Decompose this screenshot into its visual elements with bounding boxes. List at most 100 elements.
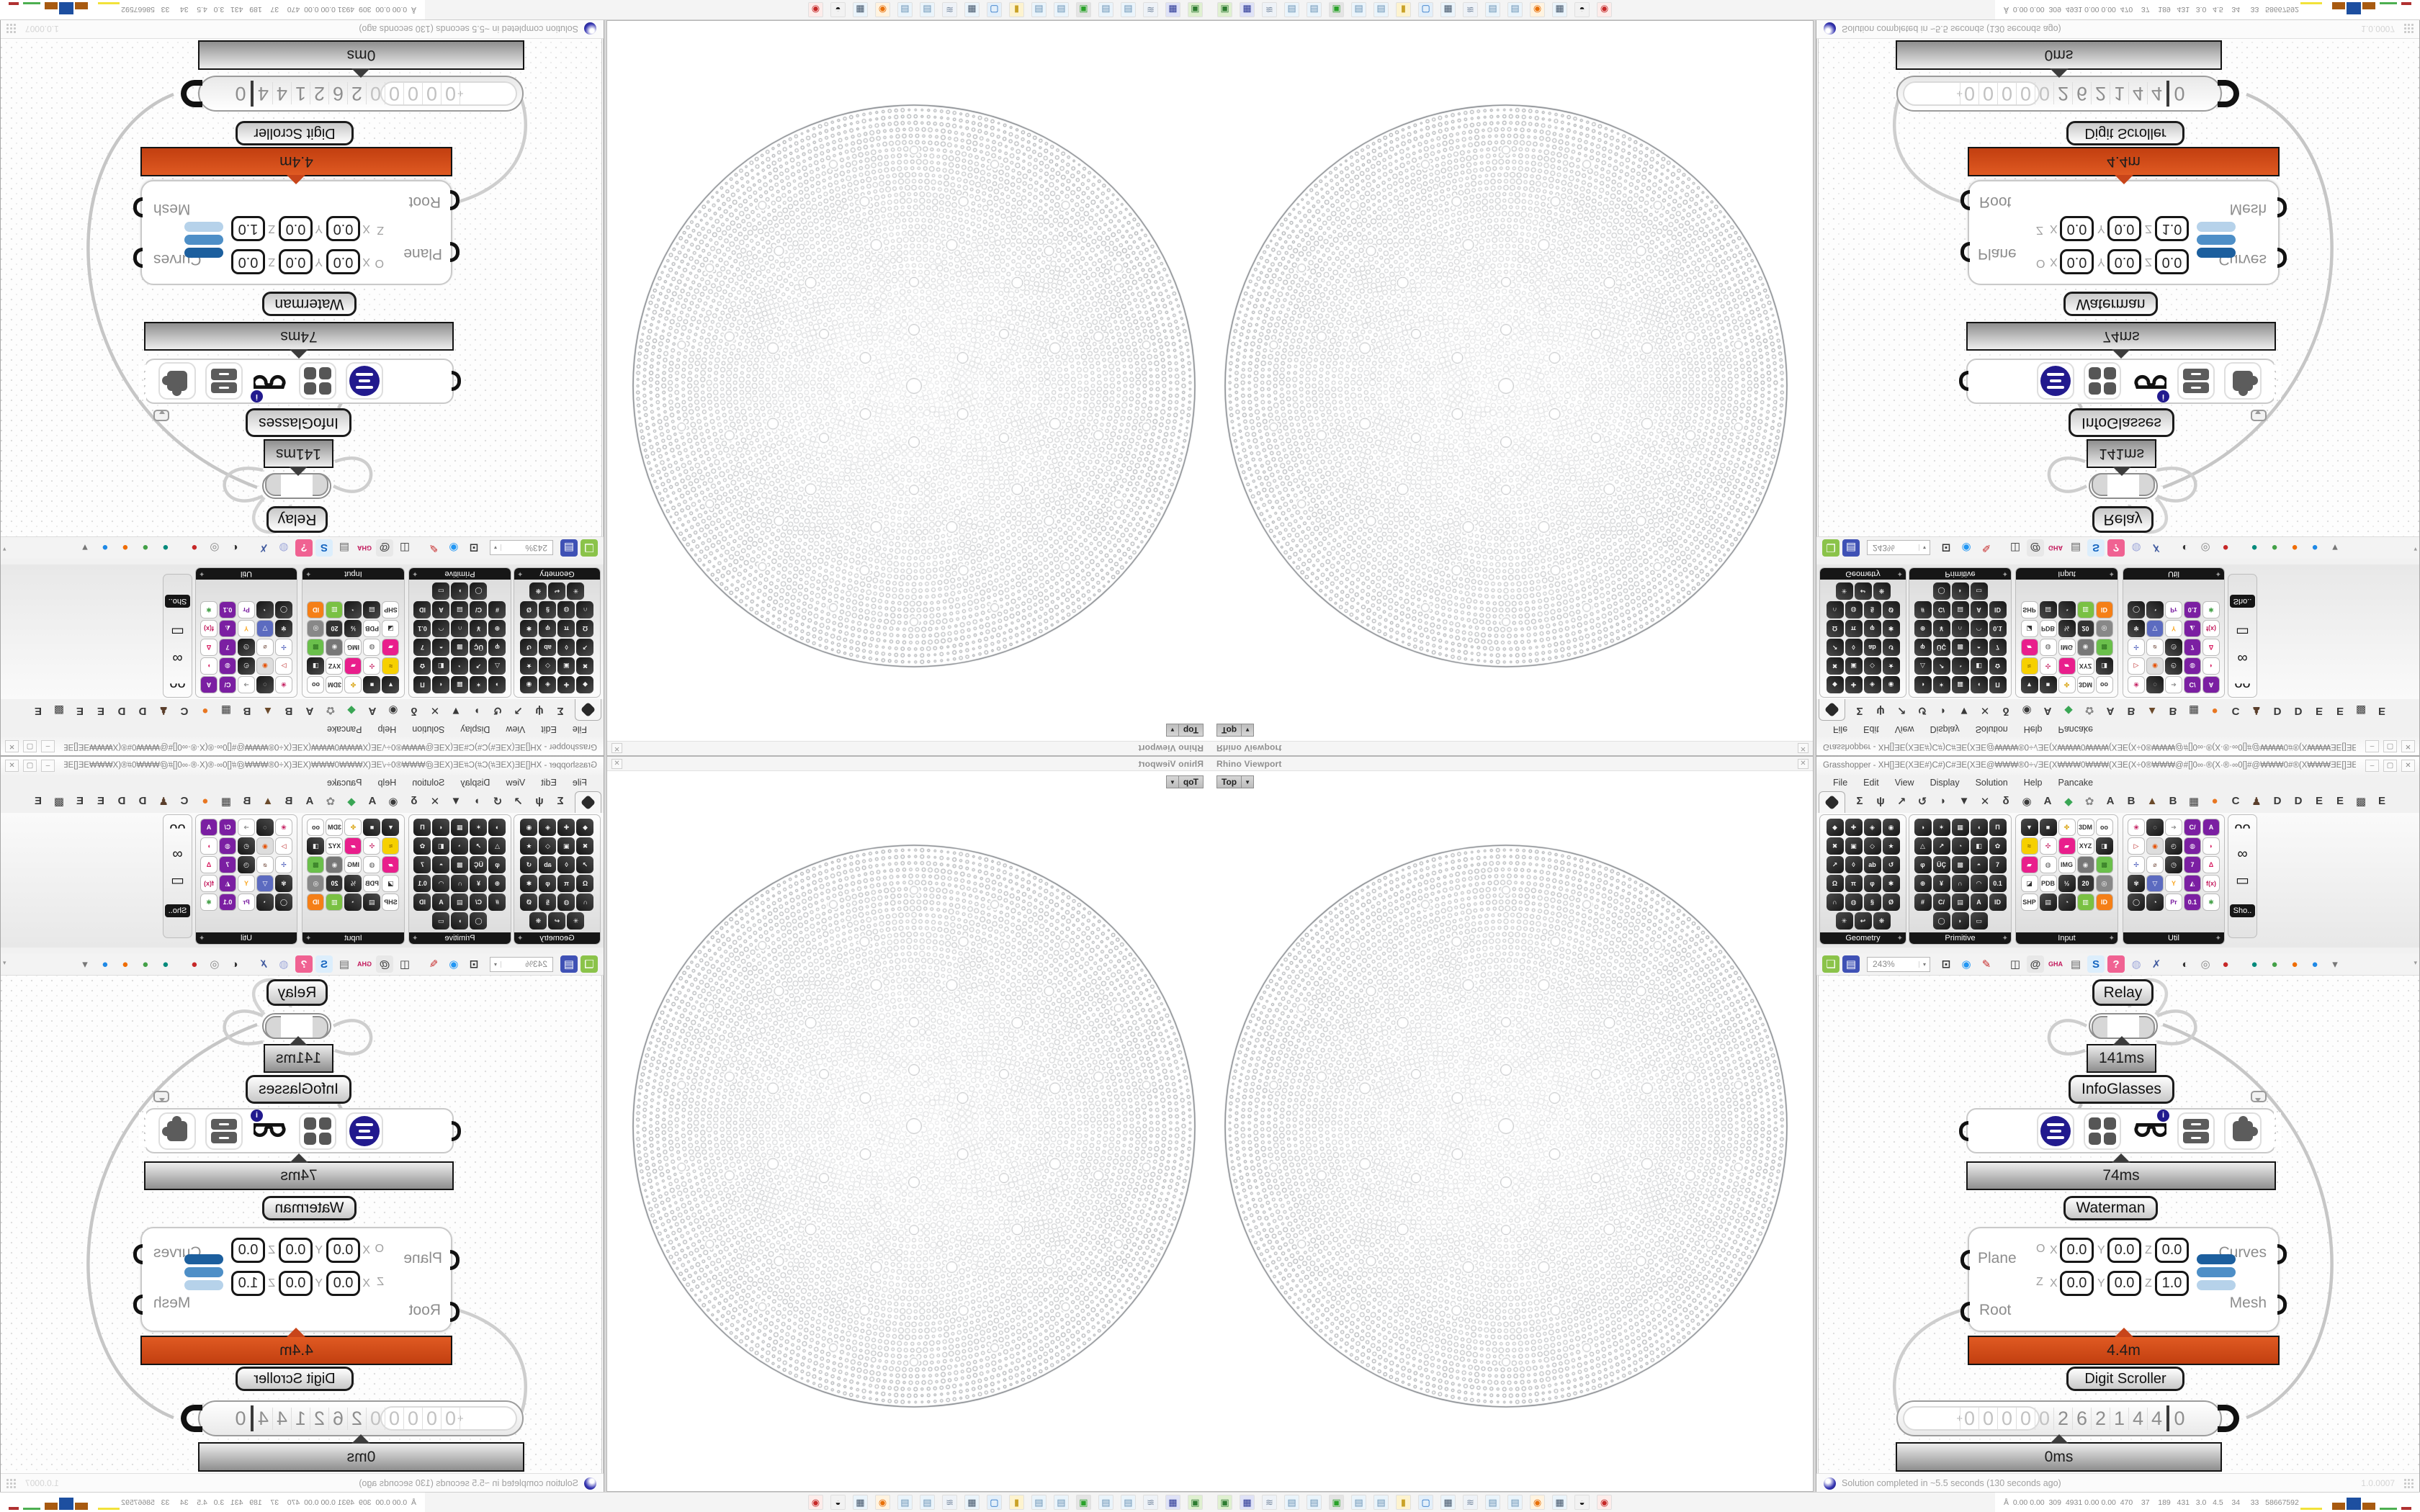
component-icon[interactable]: ∩ bbox=[1951, 620, 1969, 637]
tab-params[interactable] bbox=[1819, 699, 1845, 721]
grasshopper-titlebar[interactable]: Grasshopper - XH[]ƎE(XƎE#)C#)C#ƎE(XƎE@₩₩… bbox=[1, 737, 604, 755]
component-icon[interactable]: PDB bbox=[363, 620, 381, 637]
panel-label[interactable]: Util ✦ bbox=[196, 932, 297, 944]
component-icon[interactable]: ◑ bbox=[1914, 819, 1932, 836]
component-icon[interactable]: ◑ bbox=[1914, 676, 1932, 693]
scroller-digit[interactable]: 0 bbox=[1960, 1407, 1978, 1430]
tab-icon[interactable]: B bbox=[243, 795, 251, 807]
infoglasses-label[interactable]: InfoGlasses bbox=[2069, 408, 2174, 437]
component-icon[interactable]: ↗ bbox=[576, 856, 594, 873]
taskbar-notepad-icon[interactable]: ▤ bbox=[1121, 2, 1136, 17]
taskbar-notepad-icon[interactable]: ▤ bbox=[920, 1495, 935, 1510]
preview-eye-icon[interactable]: ◉ bbox=[1961, 958, 1971, 971]
component-icon[interactable]: ◷ bbox=[2165, 856, 2182, 873]
component-icon[interactable]: oo bbox=[307, 819, 325, 836]
component-icon[interactable]: ½ bbox=[2058, 620, 2076, 637]
component-icon[interactable]: C/ bbox=[2184, 819, 2201, 836]
zoom-extents-icon[interactable]: ⊡ bbox=[469, 541, 479, 554]
taskbar-calculator-icon[interactable]: ▦ bbox=[964, 1495, 980, 1510]
component-icon[interactable]: ▩ bbox=[451, 639, 469, 656]
digit-scroller-widget[interactable]: +0 0 0 0 0 2 6 2 1 4 4 0 bbox=[181, 76, 524, 112]
component-icon[interactable]: ▼ bbox=[2020, 676, 2038, 693]
plane-zx-value[interactable]: 0.0 bbox=[326, 216, 360, 241]
component-icon[interactable]: ∞ bbox=[2237, 650, 2248, 667]
component-icon[interactable]: ▼ bbox=[382, 676, 400, 693]
scroller-digit[interactable]: 4 bbox=[2128, 1407, 2147, 1430]
component-icon[interactable]: Y bbox=[238, 620, 255, 637]
component-icon[interactable]: φ bbox=[1863, 875, 1881, 892]
component-icon[interactable]: ✶ bbox=[470, 819, 488, 836]
tab-icon[interactable]: E bbox=[2378, 795, 2385, 807]
plane-oy-value[interactable]: 0.0 bbox=[279, 249, 313, 274]
list-view-icon[interactable] bbox=[2037, 1112, 2074, 1150]
taskbar-floppy-icon[interactable]: ▦ bbox=[1240, 2, 1255, 17]
document-icon[interactable]: ▤ bbox=[339, 958, 350, 971]
tab-icon[interactable]: B bbox=[284, 795, 293, 807]
jack-teal-icon[interactable]: ● bbox=[162, 541, 169, 554]
scroller-knob[interactable] bbox=[181, 1405, 202, 1432]
taskbar-firefox-icon[interactable]: ◉ bbox=[875, 1495, 890, 1510]
tab-icon[interactable]: Σ bbox=[1856, 705, 1863, 717]
component-icon[interactable]: ¥ bbox=[1932, 620, 1950, 637]
component-icon[interactable]: ∞ bbox=[172, 650, 183, 667]
grid-view-icon[interactable] bbox=[299, 362, 336, 400]
taskbar-folder-icon[interactable]: ▮ bbox=[1009, 1495, 1024, 1510]
component-icon[interactable]: ᴖᴖ bbox=[2234, 819, 2251, 836]
component-icon[interactable]: ▩ bbox=[307, 856, 325, 873]
component-icon[interactable]: ▦ bbox=[451, 819, 469, 836]
component-icon[interactable]: ◆ bbox=[576, 676, 594, 693]
component-icon[interactable]: ▥ bbox=[2076, 894, 2094, 911]
input-port[interactable] bbox=[1959, 1120, 1968, 1141]
tab-icon[interactable]: E bbox=[2315, 795, 2323, 807]
plane-zy-value[interactable]: 0.0 bbox=[2107, 1271, 2141, 1296]
infoglasses-label[interactable]: InfoGlasses bbox=[246, 1075, 351, 1104]
component-icon[interactable]: ✚ bbox=[1845, 676, 1863, 693]
open-file-icon[interactable]: ❏ bbox=[1822, 955, 1839, 973]
scroller-digits[interactable]: +0 0 0 0 0 2 6 2 1 4 4 0 bbox=[231, 1405, 464, 1432]
taskbar-script-icon[interactable]: ≋ bbox=[1463, 2, 1478, 17]
scroller-decimal-digit[interactable]: 0 bbox=[2174, 83, 2185, 105]
root-input-port[interactable] bbox=[1960, 1302, 1970, 1322]
scroller-digit[interactable]: 0 bbox=[404, 82, 423, 105]
taskbar-notepad-icon[interactable]: ▤ bbox=[1121, 1495, 1136, 1510]
component-icon[interactable]: ∞ bbox=[172, 845, 183, 862]
grid-view-icon[interactable] bbox=[299, 1112, 336, 1150]
menu-solution[interactable]: Solution bbox=[412, 778, 445, 788]
waterman-component[interactable]: Plane Root Curves Mesh O X 0.0 Y 0.0 Z 0… bbox=[133, 1227, 460, 1332]
preview-eye-icon[interactable]: ◉ bbox=[449, 958, 459, 971]
save-file-icon[interactable]: ▤ bbox=[1842, 539, 1860, 557]
component-icon[interactable]: 3DM bbox=[326, 819, 344, 836]
component-icon[interactable]: ▩ bbox=[1951, 639, 1969, 656]
component-icon[interactable]: ▰ bbox=[382, 856, 400, 873]
plane-ox-value[interactable]: 0.0 bbox=[326, 1238, 360, 1263]
taskbar-badge-icon[interactable]: ◉ bbox=[808, 2, 823, 17]
taskbar-swirl-icon[interactable]: ◒ bbox=[1574, 2, 1590, 17]
component-icon[interactable]: ◓ bbox=[1970, 856, 1988, 873]
taskbar-script-icon[interactable]: ≋ bbox=[1262, 2, 1277, 17]
component-icon[interactable]: ⌀ bbox=[2146, 856, 2164, 873]
tab-icon[interactable]: ✿ bbox=[2084, 796, 2094, 808]
component-icon[interactable]: ∩ bbox=[1951, 875, 1969, 892]
tab-icon[interactable]: C bbox=[2231, 795, 2240, 807]
component-icon[interactable]: ◗ bbox=[1951, 582, 1969, 600]
idea-icon[interactable]: ◍ bbox=[279, 541, 289, 554]
component-icon[interactable]: φ bbox=[1914, 856, 1932, 873]
tab-icon[interactable]: A bbox=[305, 705, 314, 717]
component-icon[interactable]: ▤ bbox=[451, 894, 469, 911]
panel-label[interactable]: Input ✦ bbox=[302, 932, 404, 944]
component-icon[interactable]: ÜÇ bbox=[1932, 639, 1950, 656]
chevron-down-icon[interactable]: ▼ bbox=[1169, 778, 1175, 786]
component-icon[interactable]: ◆ bbox=[576, 819, 594, 836]
tab-icon[interactable]: ▦ bbox=[2188, 796, 2200, 808]
dropdown-arrow-icon[interactable]: ▾ bbox=[82, 958, 88, 971]
component-icon[interactable]: ab bbox=[1863, 856, 1881, 873]
component-icon[interactable]: ➔ bbox=[2165, 819, 2182, 836]
component-icon[interactable]: ◔ bbox=[1951, 837, 1969, 855]
component-icon[interactable]: ✖ bbox=[1826, 657, 1844, 675]
component-icon[interactable]: ◗ bbox=[2202, 837, 2220, 855]
scroller-digit[interactable]: 0 bbox=[367, 1407, 385, 1430]
grasshopper-canvas[interactable]: Relay 141ms InfoGlasses i bbox=[1, 39, 604, 536]
tab-icon[interactable]: ▩ bbox=[53, 796, 65, 808]
taskbar-calculator-icon[interactable]: ▦ bbox=[853, 1495, 868, 1510]
component-icon[interactable]: ◉ bbox=[256, 657, 274, 675]
